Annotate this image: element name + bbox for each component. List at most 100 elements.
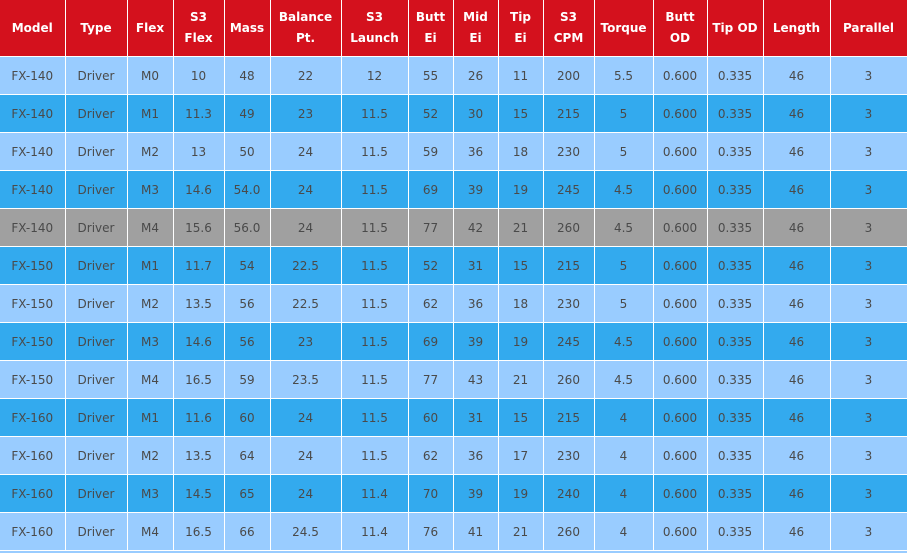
table-cell: 0.600 [653, 132, 708, 171]
table-row: FX-140 Driver M3 14.6 54.0 24 11.5 69 39 19 245 4.5… [0, 170, 907, 209]
table-cell: 22 [270, 56, 342, 95]
table-cell: 46 [763, 170, 831, 209]
table-cell: 0.335 [707, 512, 764, 551]
table-cell: 16.5 [173, 360, 225, 399]
table-cell: 46 [763, 474, 831, 513]
table-cell: 36 [453, 436, 499, 475]
table-header: Model Type Flex S3 Flex Mass Balance Pt. S3 Launc… [0, 0, 907, 57]
column-header: Mid Ei [453, 0, 499, 57]
table-cell: 3 [830, 360, 907, 399]
table-cell: 4.5 [594, 322, 654, 361]
table-cell: M1 [127, 398, 174, 437]
table-cell: 15.6 [173, 208, 225, 247]
table-cell: 0.600 [653, 170, 708, 209]
table-cell: 14.6 [173, 170, 225, 209]
column-header-label: Butt [415, 10, 446, 24]
column-header: S3 Launch [341, 0, 409, 57]
table-cell: 5 [594, 246, 654, 285]
table-cell: 56.0 [224, 208, 271, 247]
column-header-label: Tip [510, 10, 531, 24]
table-cell: 5 [594, 132, 654, 171]
table-cell: 46 [763, 208, 831, 247]
table-cell: 60 [224, 398, 271, 437]
table-cell: 31 [453, 398, 499, 437]
table-cell: 10 [173, 56, 225, 95]
table-cell: 0.600 [653, 56, 708, 95]
table-cell: 70 [408, 474, 454, 513]
table-cell: 11.5 [341, 94, 409, 133]
table-cell: 41 [453, 512, 499, 551]
table-cell: Driver [65, 512, 128, 551]
table-cell: 24 [270, 132, 342, 171]
table-cell: 23 [270, 322, 342, 361]
table-cell: 11.5 [341, 398, 409, 437]
table-cell: 0.335 [707, 284, 764, 323]
table-cell: 0.335 [707, 56, 764, 95]
table-cell: 0.335 [707, 436, 764, 475]
table-cell: 60 [408, 398, 454, 437]
table-cell: 245 [543, 322, 595, 361]
table-cell: 230 [543, 284, 595, 323]
column-header-label: Balance [278, 10, 333, 24]
table-cell: Driver [65, 132, 128, 171]
header-row: Model Type Flex S3 Flex Mass Balance Pt. S3 Launc… [0, 0, 907, 57]
table-cell: 59 [224, 360, 271, 399]
table-cell: 21 [498, 208, 544, 247]
table-cell: 3 [830, 170, 907, 209]
table-cell: 52 [408, 246, 454, 285]
table-cell: M2 [127, 436, 174, 475]
table-cell: 46 [763, 246, 831, 285]
table-cell: 11.5 [341, 322, 409, 361]
table-cell: M2 [127, 284, 174, 323]
table-cell: 240 [543, 474, 595, 513]
table-cell: 36 [453, 132, 499, 171]
table-cell: 3 [830, 208, 907, 247]
column-header: Butt Ei [408, 0, 454, 57]
table-cell: 76 [408, 512, 454, 551]
table-cell: Driver [65, 208, 128, 247]
column-header-label: OD [669, 31, 691, 45]
table-cell: M3 [127, 170, 174, 209]
column-header-label: Torque [600, 20, 647, 35]
table-cell: 4.5 [594, 208, 654, 247]
table-cell: 64 [224, 436, 271, 475]
table-cell: M4 [127, 208, 174, 247]
table-cell: 11.7 [173, 246, 225, 285]
table-cell: 66 [224, 512, 271, 551]
table-cell: 260 [543, 208, 595, 247]
column-header: Parallel [830, 0, 907, 57]
table-cell: 11.6 [173, 398, 225, 437]
table-cell: 24 [270, 208, 342, 247]
table-cell: 0.335 [707, 170, 764, 209]
table-cell: Driver [65, 284, 128, 323]
column-header-label: Ei [424, 31, 437, 45]
table-cell: 14.5 [173, 474, 225, 513]
table-cell: 4.5 [594, 360, 654, 399]
table-cell: 230 [543, 132, 595, 171]
table-cell: 13 [173, 132, 225, 171]
table-cell: 24.5 [270, 512, 342, 551]
column-header-label: S3 [190, 10, 207, 24]
table-cell: FX-150 [0, 322, 66, 361]
table-cell: 0.600 [653, 398, 708, 437]
table-cell: 77 [408, 208, 454, 247]
table-row: FX-140 Driver M2 13 50 24 11.5 59 36 18 230 5 0.600 0… [0, 132, 907, 171]
table-cell: Driver [65, 322, 128, 361]
table-cell: 0.600 [653, 284, 708, 323]
table-cell: 56 [224, 322, 271, 361]
table-row: FX-160 Driver M1 11.6 60 24 11.5 60 31 15 215 4 0.60… [0, 398, 907, 437]
table-cell: 48 [224, 56, 271, 95]
table-cell: M4 [127, 512, 174, 551]
table-cell: 46 [763, 398, 831, 437]
table-cell: FX-160 [0, 398, 66, 437]
table-cell: 11.5 [341, 284, 409, 323]
table-cell: 11.3 [173, 94, 225, 133]
table-cell: 62 [408, 436, 454, 475]
table-cell: Driver [65, 56, 128, 95]
table-cell: FX-150 [0, 360, 66, 399]
column-header-label: Length [772, 20, 821, 35]
table-cell: 46 [763, 436, 831, 475]
table-cell: 5 [594, 284, 654, 323]
table-cell: 46 [763, 132, 831, 171]
table-cell: 69 [408, 322, 454, 361]
